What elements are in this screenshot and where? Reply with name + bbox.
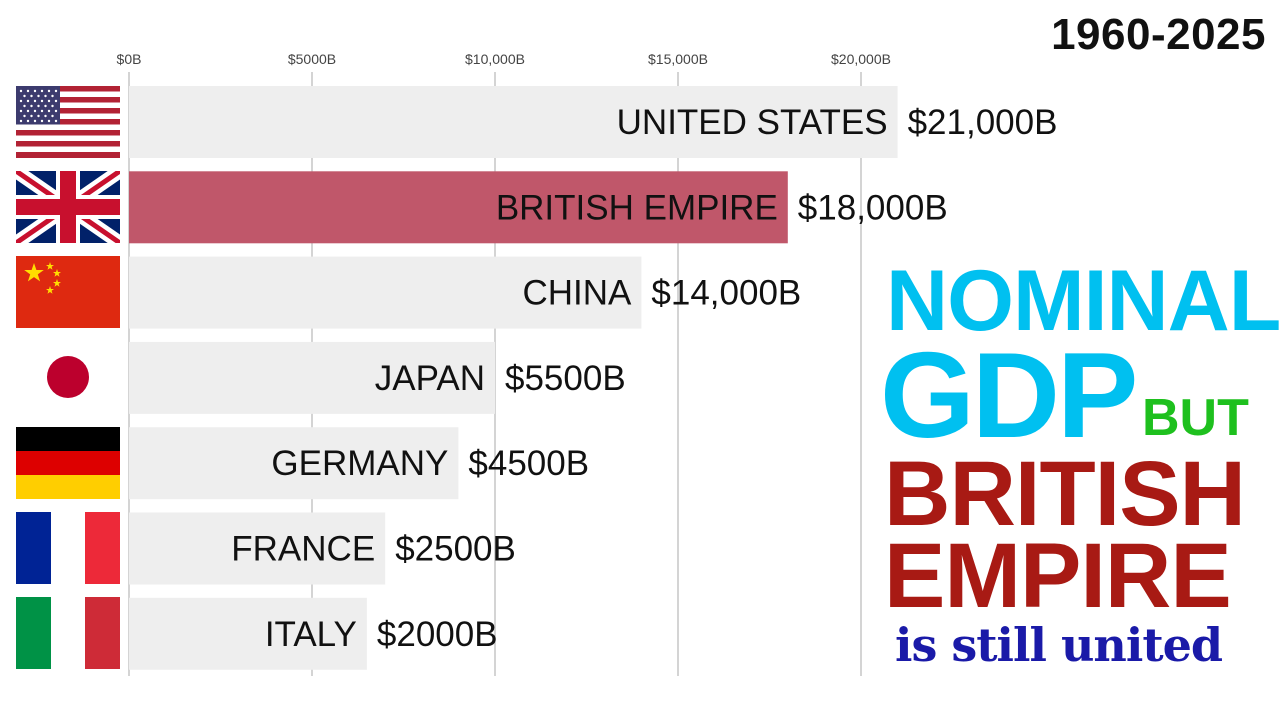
category-label: ITALY [265, 615, 357, 654]
value-label: $21,000B [908, 103, 1058, 142]
germany-flag-icon [16, 427, 120, 499]
bar-germany [129, 427, 459, 500]
china-flag-icon [16, 256, 120, 328]
annotation-empire: EMPIRE [884, 525, 1232, 627]
annotation-gdp: GDP [880, 327, 1138, 463]
annotation-british: BRITISH [884, 443, 1246, 545]
italy-flag-icon [16, 597, 120, 669]
category-label: CHINA [522, 274, 632, 313]
x-tick-label: $15,000B [648, 51, 708, 67]
us-flag-icon [16, 86, 120, 158]
period-label: 1960-2025 [1051, 10, 1266, 59]
annotation-still-united: is still united [895, 618, 1223, 672]
category-label: GERMANY [271, 444, 448, 483]
bar-british-empire [129, 171, 788, 244]
france-flag-icon [16, 512, 120, 584]
japan-flag-icon [16, 341, 120, 413]
x-tick-label: $5000B [288, 51, 336, 67]
annotation-but: BUT [1142, 389, 1249, 447]
bar-japan [129, 341, 495, 414]
bar-italy [129, 597, 367, 670]
category-label: JAPAN [375, 359, 485, 398]
value-label: $2500B [395, 530, 516, 569]
category-label: UNITED STATES [617, 103, 888, 142]
category-label: FRANCE [231, 530, 375, 569]
annotation-nominal: NOMINAL [886, 253, 1280, 349]
category-label: BRITISH EMPIRE [496, 188, 778, 227]
bar-united-states [129, 86, 898, 158]
value-label: $14,000B [651, 274, 801, 313]
value-label: $5500B [505, 359, 626, 398]
value-label: $18,000B [798, 188, 948, 227]
x-tick-label: $10,000B [465, 51, 525, 67]
x-tick-label: $20,000B [831, 51, 891, 67]
x-tick-label: $0B [117, 51, 142, 67]
bar-france [129, 512, 386, 585]
value-label: $2000B [377, 615, 498, 654]
value-label: $4500B [468, 444, 589, 483]
union-jack-flag-icon [16, 171, 120, 243]
bar-china [129, 256, 642, 329]
